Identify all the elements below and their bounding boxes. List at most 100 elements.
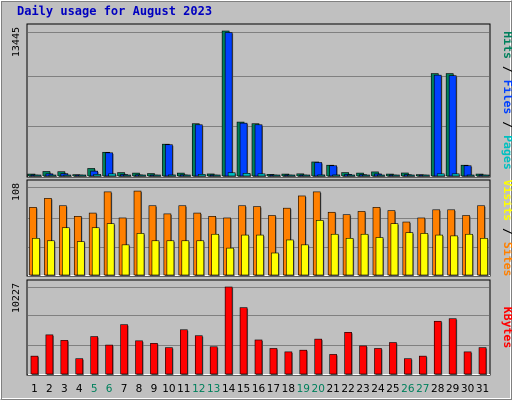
day-label-2: 2 [46, 383, 53, 395]
bar-kbytes-14 [224, 286, 233, 375]
series-visits [32, 220, 489, 276]
day-label-3: 3 [61, 383, 68, 395]
bar-shadow [139, 176, 147, 177]
bar-shadow [408, 176, 416, 177]
bar-visits-7 [121, 244, 130, 276]
series-kbytes [30, 286, 488, 375]
bar-shadow [333, 175, 341, 177]
bar-kbytes-3 [60, 340, 69, 375]
day-label-24: 24 [371, 383, 385, 395]
side-label-item: Sites [501, 242, 512, 277]
bar-shadow [124, 176, 132, 177]
side-label-separator: / [501, 221, 512, 242]
day-label-29: 29 [446, 383, 459, 395]
bar-kbytes-31 [478, 347, 487, 375]
bar-kbytes-23 [359, 345, 367, 375]
bar-visits-29 [450, 235, 458, 276]
bar-visits-4 [76, 241, 85, 276]
bar-visits-15 [241, 234, 249, 276]
bar-pages-26 [407, 174, 415, 177]
day-label-23: 23 [356, 383, 369, 395]
bar-visits-14 [226, 247, 234, 276]
day-label-7: 7 [121, 383, 128, 395]
day-label-10: 10 [162, 383, 175, 395]
series-pages [33, 172, 491, 177]
bar-visits-31 [480, 238, 488, 276]
bar-pages-9 [153, 174, 161, 177]
bar-files-16 [254, 124, 263, 177]
bar-shadow [49, 176, 57, 177]
bar-kbytes-25 [389, 342, 397, 375]
bar-shadow [154, 176, 162, 177]
day-label-17: 17 [267, 383, 280, 395]
bar-pages-25 [392, 174, 400, 177]
bar-visits-16 [256, 234, 264, 276]
side-label-separator: / [501, 59, 512, 80]
side-label-hits: Hits / Files / Pages [501, 31, 512, 170]
side-label-item: Hits [501, 31, 512, 59]
bar-visits-1 [32, 238, 40, 276]
bar-kbytes-9 [150, 343, 158, 375]
bar-visits-18 [286, 239, 294, 276]
bar-files-6 [105, 152, 113, 177]
bar-kbytes-17 [269, 348, 278, 375]
bar-files-15 [239, 122, 248, 177]
bar-pages-14 [227, 172, 236, 177]
bar-kbytes-29 [448, 318, 457, 375]
bar-files-29 [448, 75, 457, 177]
day-label-31: 31 [476, 383, 489, 395]
day-label-30: 30 [461, 383, 474, 395]
bar-shadow [348, 176, 356, 177]
chart-title: Daily usage for August 2023 [17, 4, 212, 18]
bar-kbytes-13 [209, 346, 218, 375]
bar-pages-3 [63, 174, 72, 177]
bar-kbytes-7 [120, 324, 128, 375]
bar-shadow [288, 176, 296, 177]
bar-shadow [423, 176, 431, 177]
bar-pages-6 [108, 173, 116, 177]
bar-shadow [468, 176, 476, 177]
bar-kbytes-18 [284, 351, 293, 375]
day-label-25: 25 [386, 383, 399, 395]
bar-shadow [214, 176, 222, 177]
bar-pages-30 [466, 174, 475, 177]
bar-pages-1 [33, 174, 42, 177]
bar-kbytes-10 [165, 347, 173, 375]
side-label-item: Files [501, 80, 512, 115]
bar-shadow [318, 175, 326, 177]
bar-pages-24 [377, 174, 385, 177]
bar-shadow [273, 176, 281, 177]
day-label-5: 5 [91, 383, 98, 395]
bar-visits-23 [360, 233, 369, 276]
bar-kbytes-1 [30, 355, 39, 375]
bar-kbytes-28 [433, 320, 442, 375]
bar-visits-3 [62, 227, 70, 276]
day-label-6: 6 [106, 383, 113, 395]
bar-files-30 [463, 165, 472, 177]
bar-pages-13 [212, 174, 221, 177]
bar-shadow [483, 176, 491, 177]
day-label-18: 18 [282, 383, 295, 395]
bar-visits-19 [301, 244, 309, 276]
bar-kbytes-6 [105, 344, 113, 375]
bar-visits-9 [151, 240, 160, 276]
day-label-19: 19 [297, 383, 310, 395]
bar-shadow [393, 176, 401, 177]
side-label-kbytes: KBytes [501, 307, 512, 349]
bar-pages-16 [257, 173, 266, 177]
bar-kbytes-30 [463, 351, 472, 375]
bar-kbytes-4 [75, 358, 84, 375]
bar-pages-23 [362, 174, 370, 177]
bar-kbytes-2 [45, 334, 54, 375]
day-label-16: 16 [252, 383, 266, 395]
day-label-13: 13 [207, 383, 220, 395]
bar-pages-8 [138, 174, 146, 177]
bar-visits-22 [345, 238, 354, 276]
bar-kbytes-15 [239, 307, 248, 375]
bar-kbytes-11 [180, 329, 188, 375]
day-label-22: 22 [341, 383, 354, 395]
bar-visits-13 [211, 233, 219, 276]
panel-kbytes: 10227 KBytes [11, 279, 512, 376]
bar-kbytes-19 [299, 349, 308, 375]
bar-visits-26 [405, 232, 414, 276]
